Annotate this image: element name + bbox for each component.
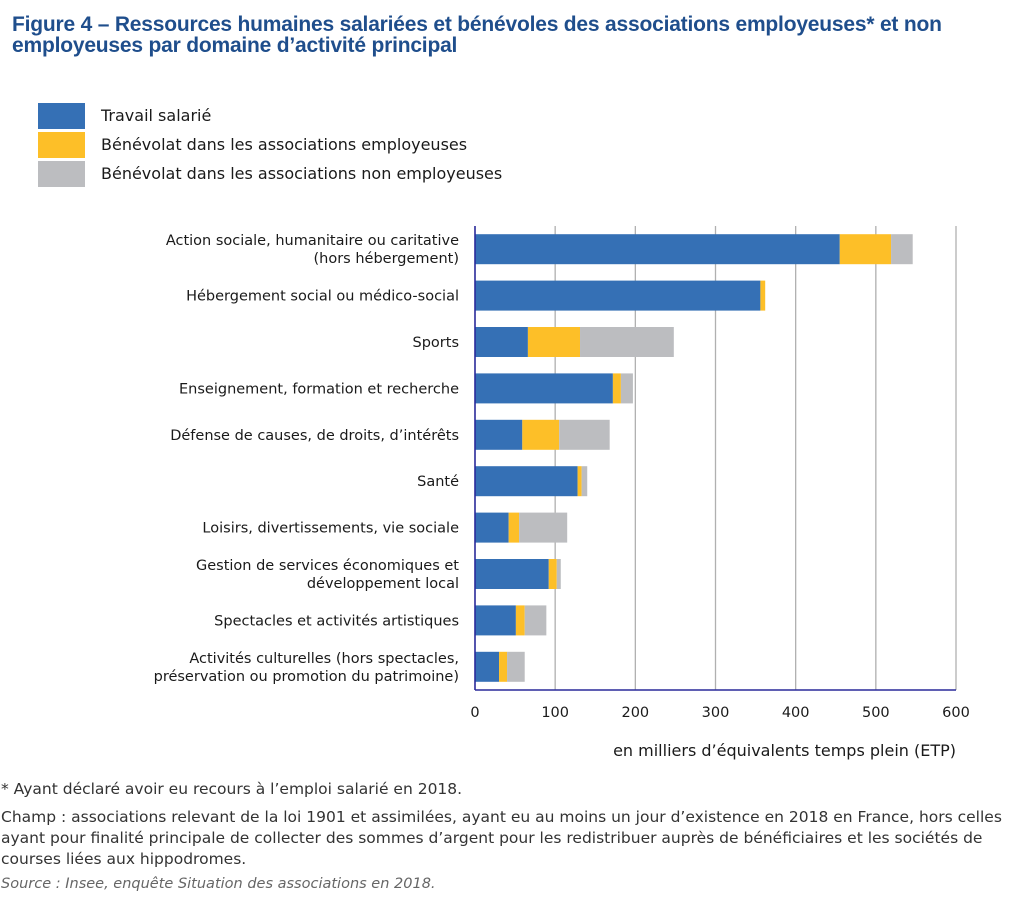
x-tick-label: 300 xyxy=(702,705,730,721)
bar-segment-benevolat-non-employeuses xyxy=(580,327,674,357)
bar-segment-benevolat-non-employeuses xyxy=(581,466,588,497)
bar-segment-salarie xyxy=(475,651,500,682)
bar-segment-salarie xyxy=(475,373,613,404)
bar-segment-benevolat-employeuses xyxy=(499,651,508,682)
figure-notes: * Ayant déclaré avoir eu recours à l’emp… xyxy=(0,778,1023,892)
x-tick-label: 600 xyxy=(942,705,970,721)
footnote: * Ayant déclaré avoir eu recours à l’emp… xyxy=(1,780,463,798)
legend-label: Travail salarié xyxy=(101,106,212,125)
bar-segment-benevolat-non-employeuses xyxy=(507,651,525,682)
axes xyxy=(474,226,956,691)
category-label: Loisirs, divertissements, vie sociale xyxy=(202,521,459,537)
bar-segment-benevolat-employeuses xyxy=(839,234,892,265)
legend-swatch xyxy=(38,102,85,129)
category-label: Hébergement social ou médico-social xyxy=(186,289,459,305)
bar-segment-salarie xyxy=(475,512,509,543)
chart-legend: Travail salarié Bénévolat dans les assoc… xyxy=(38,101,502,188)
legend-swatch xyxy=(38,160,85,187)
bar-segment-salarie xyxy=(475,605,516,636)
bar-segment-benevolat-employeuses xyxy=(522,419,560,450)
scope-note: Champ : associations relevant de la loi … xyxy=(1,808,1002,868)
x-tick-label: 500 xyxy=(862,705,890,721)
bar-segment-salarie xyxy=(475,234,840,265)
bar-segment-benevolat-employeuses xyxy=(760,280,766,311)
category-label: Gestion de services économiques et xyxy=(196,558,459,574)
x-tick-label: 0 xyxy=(470,705,479,721)
figure-title: Figure 4 – Ressources humaines salariées… xyxy=(12,13,942,57)
legend-item-benevolat-employeuses: Bénévolat dans les associations employeu… xyxy=(38,130,502,159)
category-label: Santé xyxy=(417,474,459,490)
bar-segment-salarie xyxy=(475,280,761,311)
bar-segment-salarie xyxy=(475,419,523,450)
x-tick-label: 400 xyxy=(782,705,810,721)
bar-segment-benevolat-employeuses xyxy=(577,466,582,497)
legend-item-benevolat-non-employeuses: Bénévolat dans les associations non empl… xyxy=(38,159,502,188)
x-axis-label: en milliers d’équivalents temps plein (E… xyxy=(613,741,956,760)
bar-segment-benevolat-employeuses xyxy=(612,373,621,404)
x-tick-label: 100 xyxy=(541,705,569,721)
legend-label: Bénévolat dans les associations employeu… xyxy=(101,135,468,154)
category-label: Défense de causes, de droits, d’intérêts xyxy=(170,428,459,444)
source-note: Source : Insee, enquête Situation des as… xyxy=(1,876,436,892)
bar-segment-benevolat-employeuses xyxy=(548,559,557,589)
bar-segment-salarie xyxy=(475,466,578,497)
category-label: Sports xyxy=(413,335,459,351)
category-label: Activités culturelles (hors spectacles, xyxy=(189,651,459,667)
bar-chart: Action sociale, humanitaire ou caritativ… xyxy=(154,226,970,760)
bar-segment-benevolat-non-employeuses xyxy=(524,605,547,636)
category-label: (hors hébergement) xyxy=(314,251,460,267)
bar-segment-benevolat-employeuses xyxy=(508,512,520,543)
legend-item-salarie: Travail salarié xyxy=(38,101,502,130)
category-label: Spectacles et activités artistiques xyxy=(214,613,459,629)
x-tick-label: 200 xyxy=(621,705,649,721)
legend-label: Bénévolat dans les associations non empl… xyxy=(101,164,503,183)
category-label: Enseignement, formation et recherche xyxy=(179,381,459,397)
bar-segment-benevolat-non-employeuses xyxy=(559,419,610,450)
bar-segment-benevolat-employeuses xyxy=(515,605,525,636)
category-label: préservation ou promotion du patrimoine) xyxy=(154,669,459,685)
tick-labels: 0 100 200 300 400 500 600 xyxy=(470,705,969,721)
category-label: développement local xyxy=(307,576,459,592)
bar-segment-benevolat-non-employeuses xyxy=(519,512,568,543)
bar-segment-benevolat-non-employeuses xyxy=(620,373,633,404)
bars xyxy=(475,234,913,682)
category-label: Action sociale, humanitaire ou caritativ… xyxy=(166,233,459,249)
bar-segment-salarie xyxy=(475,327,528,357)
bar-segment-benevolat-employeuses xyxy=(527,327,581,357)
bar-segment-salarie xyxy=(475,559,549,589)
category-labels: Action sociale, humanitaire ou caritativ… xyxy=(154,233,460,685)
legend-swatch xyxy=(38,131,85,158)
bar-segment-benevolat-non-employeuses xyxy=(891,234,913,265)
bar-segment-benevolat-non-employeuses xyxy=(556,559,561,589)
